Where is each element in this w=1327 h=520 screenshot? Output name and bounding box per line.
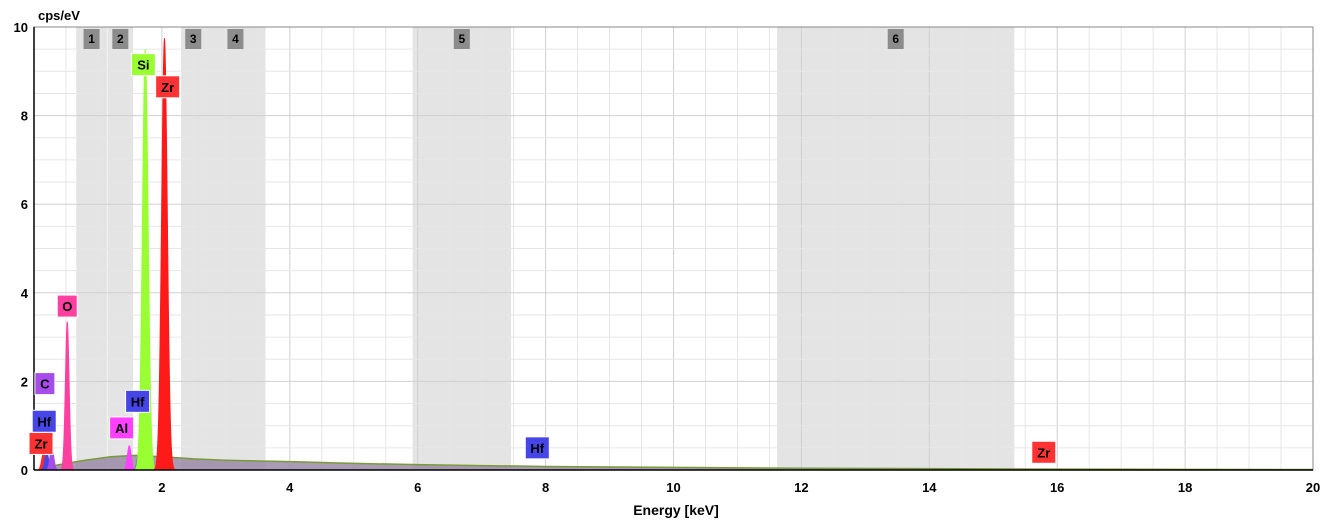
grid	[33, 26, 1314, 471]
background-area	[43, 455, 1313, 470]
roi-tab-label: 5	[458, 32, 465, 46]
roi-tab	[227, 29, 244, 49]
element-label-box	[524, 436, 550, 460]
element-label-box	[28, 431, 54, 455]
element-label-box	[34, 372, 56, 396]
roi-tab-label: 1	[88, 32, 95, 46]
axes	[33, 26, 1314, 471]
x-axis-label: Energy [keV]	[633, 502, 719, 518]
x-tick-label: 10	[666, 480, 680, 495]
y-tick-label: 0	[21, 463, 28, 478]
element-label-hf: Hf	[131, 394, 145, 409]
x-tick-label: 14	[922, 480, 937, 495]
element-label-hf: Hf	[37, 414, 51, 429]
y-tick-label: 2	[21, 374, 28, 389]
y-axis-label: cps/eV	[38, 8, 80, 23]
element-label-hf: Hf	[530, 441, 544, 456]
element-label-zr: Zr	[1037, 445, 1050, 460]
element-label-si: Si	[137, 58, 149, 73]
element-label-box	[56, 294, 78, 318]
x-tick-label: 2	[158, 480, 165, 495]
background-edge	[43, 454, 1314, 471]
element-label-al: Al	[115, 421, 128, 436]
element-label-zr: Zr	[35, 436, 48, 451]
element-label-o: O	[62, 299, 72, 314]
x-tick-label: 8	[542, 480, 549, 495]
element-label-box	[1031, 440, 1057, 464]
y-tick-label: 6	[21, 197, 28, 212]
roi-tab	[185, 29, 202, 49]
roi-tab-label: 2	[117, 32, 124, 46]
peak-zr	[152, 38, 178, 471]
element-label-box	[130, 53, 156, 77]
element-label-zr: Zr	[161, 80, 174, 95]
background-spectrum	[43, 454, 1314, 471]
peak-o	[59, 321, 76, 471]
roi-tab-label: 4	[232, 32, 239, 46]
x-tick-label: 4	[286, 480, 294, 495]
y-tick-label: 4	[21, 286, 29, 301]
x-tick-label: 16	[1050, 480, 1064, 495]
y-tick-label: 10	[14, 20, 28, 35]
x-tick-label: 12	[794, 480, 808, 495]
roi-tab-label: 6	[892, 32, 899, 46]
roi-labels: 1 2 3 4 5 6	[83, 29, 904, 49]
roi-tab	[453, 29, 470, 49]
peak-si	[133, 49, 158, 471]
element-label-box	[125, 389, 151, 413]
x-tick-label: 18	[1178, 480, 1192, 495]
roi-tab	[112, 29, 129, 49]
element-label-c: C	[40, 377, 50, 392]
y-tick-label: 8	[21, 109, 28, 124]
roi-tab	[887, 29, 904, 49]
roi-tab-label: 3	[190, 32, 197, 46]
x-tick-label: 20	[1306, 480, 1320, 495]
roi-tab	[83, 29, 100, 49]
element-label-box	[109, 416, 135, 440]
element-label-box	[155, 75, 181, 99]
x-tick-label: 6	[414, 480, 421, 495]
